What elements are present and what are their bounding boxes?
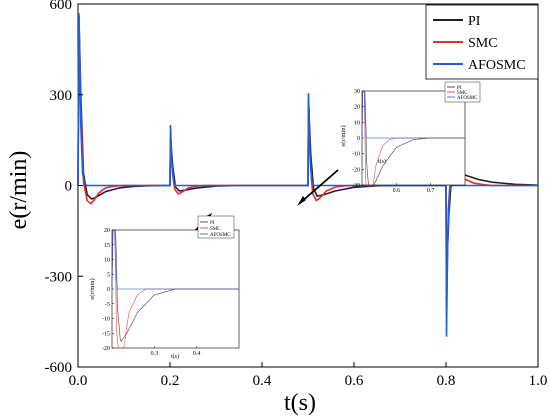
inset-1-x-tick-labels: 0.3 0.4	[151, 346, 201, 357]
inset-1-y-tick-label: 10	[104, 258, 110, 264]
inset-chart-2: 30 20 10 0 -10 -20 -30 0.6 0.7 t(s) e(r/min) PI…	[340, 81, 481, 194]
x-tick-label: 0.4	[253, 373, 272, 389]
inset-2-legend: PI SMC AFOSMC	[444, 81, 481, 103]
legend-entry-pi: PI	[468, 14, 481, 29]
x-tick-label: 1.0	[529, 373, 548, 389]
inset-1-y-tick-labels: 20 15 10 5 0 -5 -10 -15 -20	[102, 228, 114, 352]
inset-1-legend-entry-smc: SMC	[210, 227, 221, 232]
inset-2-series-line-afosmc	[361, 90, 465, 139]
x-tick-label: 0.6	[345, 373, 364, 389]
arrow-to-inset-2	[299, 169, 339, 204]
inset-1-y-tick-label: -20	[102, 346, 110, 352]
inset-2-legend-entry-afosmc: AFOSMC	[457, 96, 478, 101]
legend: PI SMC AFOSMC	[425, 4, 539, 80]
inset-1-y-tick-label: 0	[107, 287, 110, 293]
inset-1-x-tick-label: 0.3	[151, 351, 159, 357]
inset-1-x-tick-label: 0.4	[193, 351, 201, 357]
y-tick-label: 600	[50, 0, 73, 13]
legend-entry-smc: SMC	[468, 36, 498, 51]
inset-2-y-tick-label: 10	[354, 120, 360, 126]
inset-2-y-tick-label: -20	[352, 167, 360, 173]
inset-2-y-tick-label: 30	[354, 89, 360, 95]
legend-entry-afosmc: AFOSMC	[468, 58, 526, 73]
inset-2-x-axis-label: t(s)	[378, 158, 386, 165]
inset-2-y-tick-label: -30	[352, 183, 360, 189]
inset-1-y-tick-label: 20	[104, 228, 110, 234]
inset-1-y-axis-label: e(r/min)	[89, 278, 96, 299]
inset-1-legend-entry-afosmc: AFOSMC	[210, 233, 231, 238]
inset-1-legend-box	[197, 215, 235, 239]
x-tick-labels: 0.0 0.2 0.4 0.6 0.8 1.0	[69, 362, 548, 389]
inset-1-y-tick-label: 15	[104, 243, 110, 249]
inset-2-legend-entry-smc: SMC	[457, 91, 468, 96]
y-tick-label: 300	[50, 88, 73, 104]
inset-2-x-tick-label: 0.6	[393, 188, 401, 194]
y-tick-label: 0	[65, 179, 73, 195]
y-tick-label: -600	[45, 360, 73, 376]
inset-chart-1: 20 15 10 5 0 -5 -10 -15 -20 0.3 0.4 t(s) e(r/min)…	[89, 215, 240, 360]
inset-1-x-axis-label: t(s)	[171, 353, 179, 360]
inset-1-y-tick-label: 5	[107, 272, 110, 278]
inset-2-y-tick-labels: 30 20 10 0 -10 -20 -30	[352, 89, 364, 189]
inset-2-series-lines	[361, 90, 465, 186]
inset-2-y-tick-label: 20	[354, 105, 360, 111]
series-line-afosmc	[77, 13, 538, 337]
inset-1-series-lines	[111, 229, 239, 349]
inset-1-series-line-afosmc	[111, 229, 239, 290]
inset-1-y-tick-label: -5	[105, 302, 110, 308]
x-tick-label: 0.0	[69, 373, 88, 389]
y-axis-label: e(r/min)	[6, 151, 32, 230]
arrow-head-2	[297, 196, 306, 206]
y-tick-labels: 600 300 0 -300 -600	[45, 0, 83, 376]
inset-2-y-tick-label: -10	[352, 152, 360, 158]
inset-2-y-axis-label: e(r/min)	[340, 125, 347, 146]
inset-2-x-tick-labels: 0.6 0.7	[393, 183, 435, 194]
inset-1-y-tick-label: -10	[102, 317, 110, 323]
x-axis-label: t(s)	[284, 390, 316, 416]
x-tick-label: 0.2	[161, 373, 180, 389]
inset-2-x-tick-label: 0.7	[427, 188, 435, 194]
inset-1-y-tick-label: -15	[102, 331, 110, 337]
inset-2-legend-entry-pi: PI	[457, 86, 462, 91]
inset-2-y-tick-label: 0	[357, 136, 360, 142]
y-tick-label: -300	[45, 269, 73, 285]
inset-1-legend: PI SMC AFOSMC	[197, 215, 235, 239]
x-tick-label: 0.8	[437, 373, 456, 389]
inset-1-legend-entry-pi: PI	[210, 221, 215, 226]
